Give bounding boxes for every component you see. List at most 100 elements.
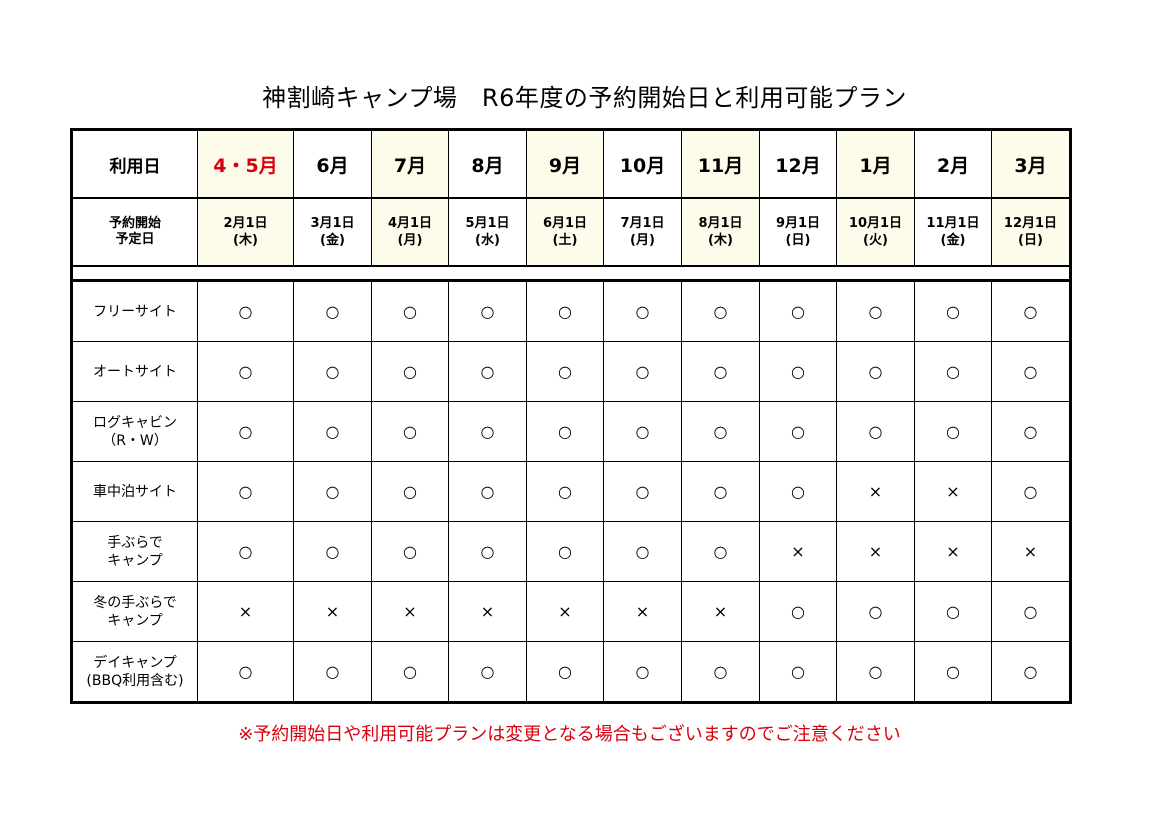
start-date-cell: 9月1日 (日) — [759, 197, 837, 267]
available-mark: ○ — [603, 521, 682, 582]
available-mark: ○ — [526, 401, 604, 462]
unavailable-mark: × — [759, 521, 837, 582]
available-mark: ○ — [526, 341, 604, 402]
available-mark: ○ — [914, 401, 992, 462]
available-mark: ○ — [197, 521, 294, 582]
start-weekday: (水) — [475, 233, 500, 248]
month-header: 7月 — [371, 129, 449, 199]
plan-label-line2: キャンプ — [107, 612, 163, 629]
month-header: 12月 — [759, 129, 837, 199]
available-mark: ○ — [293, 641, 372, 703]
plan-row: 車中泊サイト ○ ○ ○ ○ ○ ○ ○ ○ × × ○ — [71, 461, 1071, 522]
plan-row: ログキャビン （R・W） ○ ○ ○ ○ ○ ○ ○ ○ ○ ○ ○ — [71, 401, 1071, 462]
available-mark: ○ — [293, 280, 372, 342]
available-mark: ○ — [526, 641, 604, 703]
month-header: 3月 — [991, 129, 1071, 199]
available-mark: ○ — [603, 280, 682, 342]
spacer-cell — [71, 265, 1071, 282]
plan-label-line2: (BBQ利用含む) — [86, 672, 184, 689]
plan-label: フリーサイト — [71, 280, 198, 342]
plan-label-line1: 冬の手ぶらで — [93, 594, 177, 611]
available-mark: ○ — [914, 341, 992, 402]
available-mark: ○ — [991, 401, 1071, 462]
month-header: 4・5月 — [197, 129, 294, 199]
available-mark: ○ — [991, 581, 1071, 642]
available-mark: ○ — [681, 641, 760, 703]
available-mark: ○ — [371, 641, 449, 703]
plan-label-line2: キャンプ — [107, 552, 163, 569]
unavailable-mark: × — [371, 581, 449, 642]
available-mark: ○ — [603, 641, 682, 703]
unavailable-mark: × — [681, 581, 760, 642]
plan-row: 手ぶらで キャンプ ○ ○ ○ ○ ○ ○ ○ × × × × — [71, 521, 1071, 582]
start-date: 4月1日 — [387, 216, 433, 231]
plan-row: デイキャンプ (BBQ利用含む) ○ ○ ○ ○ ○ ○ ○ ○ ○ ○ ○ — [71, 641, 1071, 703]
available-mark: ○ — [526, 280, 604, 342]
available-mark: ○ — [603, 461, 682, 522]
available-mark: ○ — [448, 521, 527, 582]
available-mark: ○ — [371, 521, 449, 582]
available-mark: ○ — [197, 401, 294, 462]
plan-label-line1: オートサイト — [93, 363, 177, 380]
month-header: 8月 — [448, 129, 527, 199]
available-mark: ○ — [681, 341, 760, 402]
available-mark: ○ — [836, 341, 915, 402]
plan-label-line2: （R・W） — [102, 432, 168, 449]
spacer-row — [71, 265, 1071, 282]
start-weekday: (日) — [1018, 233, 1043, 248]
plan-label: デイキャンプ (BBQ利用含む) — [71, 641, 198, 703]
available-mark: ○ — [197, 641, 294, 703]
plan-row: 冬の手ぶらで キャンプ × × × × × × × ○ ○ ○ ○ — [71, 581, 1071, 642]
start-date-cell: 5月1日 (水) — [448, 197, 527, 267]
reservation-start-row: 予約開始 予定日 2月1日 (木) 3月1日 (金) 4月1日 (月) 5月1日 (水) 6月1… — [71, 197, 1071, 267]
available-mark: ○ — [836, 641, 915, 703]
available-mark: ○ — [914, 641, 992, 703]
plan-label: オートサイト — [71, 341, 198, 402]
unavailable-mark: × — [991, 521, 1071, 582]
plan-row: オートサイト ○ ○ ○ ○ ○ ○ ○ ○ ○ ○ ○ — [71, 341, 1071, 402]
available-mark: ○ — [603, 401, 682, 462]
plan-row: フリーサイト ○ ○ ○ ○ ○ ○ ○ ○ ○ ○ ○ — [71, 280, 1071, 342]
start-weekday: (金) — [320, 233, 345, 248]
page-title: 神割崎キャンプ場 R6年度の予約開始日と利用可能プラン — [262, 84, 907, 112]
unavailable-mark: × — [293, 581, 372, 642]
start-weekday: (日) — [785, 233, 811, 248]
start-date: 10月1日 — [848, 216, 903, 231]
reservation-start-label-line1: 予約開始 — [108, 216, 161, 231]
start-date-cell: 3月1日 (金) — [293, 197, 372, 267]
start-date: 5月1日 — [465, 216, 510, 231]
month-header: 10月 — [603, 129, 682, 199]
unavailable-mark: × — [448, 581, 527, 642]
available-mark: ○ — [526, 521, 604, 582]
start-weekday: (土) — [552, 233, 578, 248]
plan-label-line1: 手ぶらで — [107, 534, 163, 551]
available-mark: ○ — [197, 461, 294, 522]
available-mark: ○ — [197, 341, 294, 402]
unavailable-mark: × — [197, 581, 294, 642]
start-date: 3月1日 — [310, 216, 355, 231]
available-mark: ○ — [371, 461, 449, 522]
start-date-cell: 7月1日 (月) — [603, 197, 682, 267]
start-date-cell: 6月1日 (土) — [526, 197, 604, 267]
unavailable-mark: × — [836, 521, 915, 582]
plan-label-line1: 車中泊サイト — [93, 483, 177, 500]
month-row: 利用日 4・5月 6月 7月 8月 9月 10月 11月 12月 1月 2月 3月 — [71, 129, 1071, 199]
month-header: 6月 — [293, 129, 372, 199]
notice-text: ※予約開始日や利用可能プランは変更となる場合もございますのでご注意ください — [238, 724, 901, 745]
start-date: 6月1日 — [542, 216, 588, 231]
start-weekday: (月) — [397, 233, 423, 248]
start-date: 11月1日 — [926, 216, 980, 231]
available-mark: ○ — [759, 280, 837, 342]
start-date-cell: 10月1日 (火) — [836, 197, 915, 267]
available-mark: ○ — [991, 641, 1071, 703]
month-header: 1月 — [836, 129, 915, 199]
available-mark: ○ — [836, 401, 915, 462]
available-mark: ○ — [448, 461, 527, 522]
available-mark: ○ — [681, 521, 760, 582]
plan-label: 車中泊サイト — [71, 461, 198, 522]
plan-label: ログキャビン （R・W） — [71, 401, 198, 462]
available-mark: ○ — [991, 280, 1071, 342]
start-date: 2月1日 — [223, 216, 268, 231]
available-mark: ○ — [914, 280, 992, 342]
unavailable-mark: × — [526, 581, 604, 642]
